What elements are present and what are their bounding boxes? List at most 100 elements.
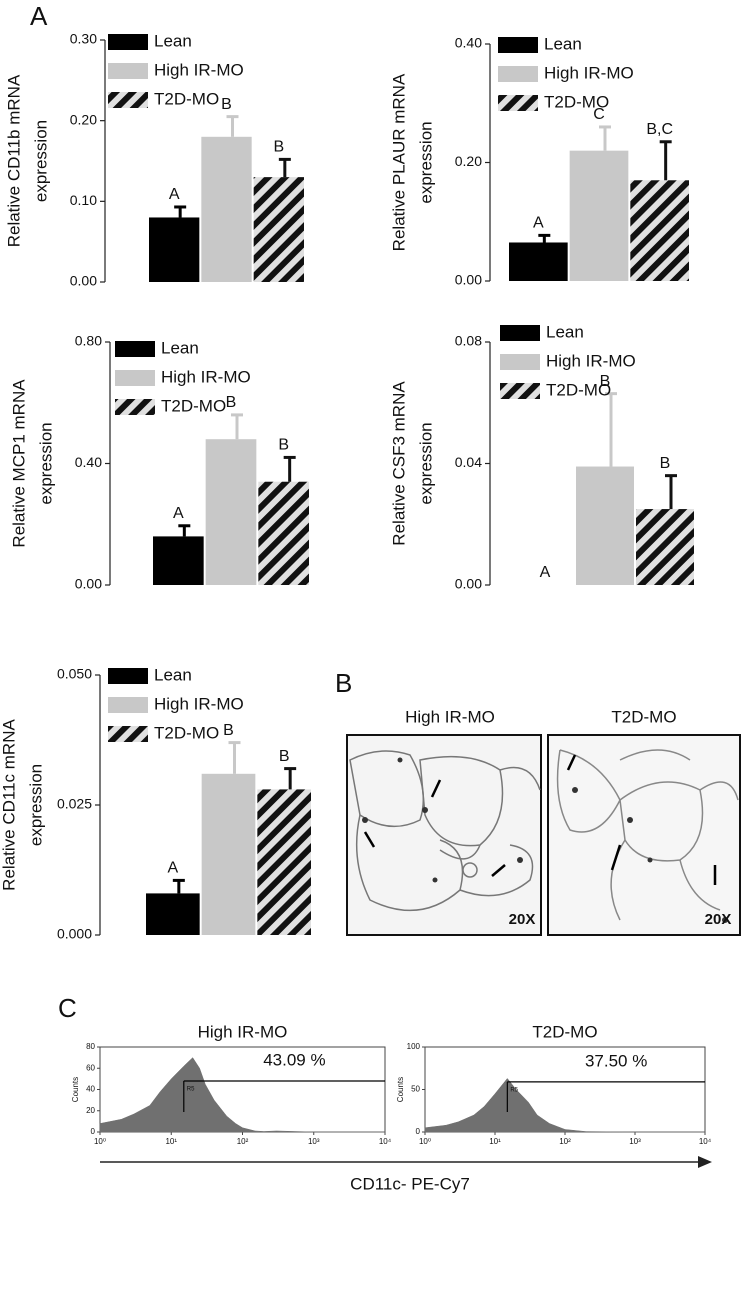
y-axis-label: Relative CSF3 mRNA <box>389 381 408 546</box>
legend-label: T2D-MO <box>154 89 219 108</box>
significance-letter: B <box>600 373 611 390</box>
bar <box>153 536 204 585</box>
significance-letter: B <box>660 455 671 472</box>
y-tick-label: 60 <box>86 1063 95 1072</box>
y-tick-label: 0.20 <box>455 153 482 169</box>
error-bar <box>172 878 185 894</box>
y-tick-label: 0.00 <box>70 273 97 289</box>
gate-name: R5 <box>187 1087 195 1093</box>
bar <box>149 217 200 282</box>
error-bar <box>228 741 241 774</box>
x-tick-label: 10³ <box>308 1137 320 1146</box>
y-tick-label: 40 <box>86 1085 95 1094</box>
legend-swatch <box>500 383 540 399</box>
legend-swatch <box>500 354 540 370</box>
y-tick-label: 0.04 <box>455 454 482 470</box>
x-tick-label: 10¹ <box>489 1137 501 1146</box>
legend-label: Lean <box>161 338 199 357</box>
y-axis-label: Relative CD11c mRNA <box>0 719 18 891</box>
error-bar <box>178 524 191 537</box>
legend-swatch <box>108 726 148 742</box>
magnification: 20X <box>509 911 536 928</box>
histogram-title: T2D-MO <box>532 1022 597 1041</box>
x-tick-label: 10⁰ <box>94 1137 106 1146</box>
bar <box>636 509 694 585</box>
x-tick-label: 10⁴ <box>379 1137 392 1146</box>
gate-name: R5 <box>510 1087 518 1093</box>
micrograph-title: T2D-MO <box>611 707 676 726</box>
legend-swatch <box>115 370 155 386</box>
histogram-area <box>424 1078 705 1133</box>
error-bar <box>284 767 297 790</box>
legend-label: Lean <box>154 31 192 50</box>
panel-label: A <box>30 1 48 31</box>
axis-arrow <box>698 1156 712 1168</box>
legend-swatch <box>108 34 148 50</box>
y-axis-label: expression <box>31 120 50 202</box>
y-tick-label: 0.025 <box>57 796 92 812</box>
bar <box>257 789 311 935</box>
significance-letter: B <box>273 139 284 156</box>
y-tick-label: 0.08 <box>455 333 482 349</box>
legend-label: High IR-MO <box>154 694 244 713</box>
significance-letter: A <box>533 215 544 232</box>
y-tick-label: 100 <box>407 1042 421 1051</box>
y-axis-label: expression <box>36 422 55 504</box>
y-axis-label: expression <box>26 764 45 846</box>
significance-letter: A <box>167 860 178 877</box>
y-tick-label: 0.30 <box>70 31 97 47</box>
y-axis-label: expression <box>416 422 435 504</box>
legend-swatch <box>498 95 538 111</box>
legend-swatch <box>108 63 148 79</box>
bar <box>630 180 689 281</box>
legend-label: High IR-MO <box>161 367 251 386</box>
significance-letter: B <box>223 722 234 739</box>
error-bar <box>278 157 291 178</box>
y-tick-label: 80 <box>86 1042 95 1051</box>
y-axis-label: Counts <box>396 1077 405 1102</box>
error-bar <box>599 125 611 151</box>
bar <box>146 893 200 935</box>
bar <box>205 439 257 585</box>
bar <box>258 481 309 585</box>
x-tick-label: 10² <box>237 1137 249 1146</box>
bar <box>569 150 629 281</box>
error-bar <box>605 392 617 467</box>
x-tick-label: 10¹ <box>165 1137 177 1146</box>
y-tick-label: 0.050 <box>57 666 92 682</box>
y-tick-label: 0.000 <box>57 926 92 942</box>
legend-swatch <box>108 668 148 684</box>
y-axis-label: Relative PLAUR mRNA <box>389 73 408 251</box>
y-tick-label: 20 <box>86 1106 95 1115</box>
legend-label: T2D-MO <box>546 380 611 399</box>
y-tick-label: 0 <box>416 1127 421 1136</box>
significance-letter: A <box>540 564 551 581</box>
legend-label: T2D-MO <box>154 723 219 742</box>
y-axis-label: Relative CD11b mRNA <box>4 74 23 247</box>
histogram-title: High IR-MO <box>198 1022 288 1041</box>
legend-swatch <box>115 341 155 357</box>
legend-swatch <box>108 92 148 108</box>
x-axis-label: CD11c- PE-Cy7 <box>350 1174 470 1193</box>
y-tick-label: 0.40 <box>75 454 102 470</box>
y-tick-label: 0.00 <box>455 576 482 592</box>
gate-percent: 37.50 % <box>585 1051 647 1070</box>
panel-label: C <box>58 993 77 1023</box>
legend-label: Lean <box>544 34 582 53</box>
legend-swatch <box>500 325 540 341</box>
y-axis-label: Relative MCP1 mRNA <box>9 379 28 548</box>
bar <box>201 136 252 282</box>
error-bar <box>665 474 677 510</box>
significance-letter: B <box>278 437 289 454</box>
legend-label: Lean <box>546 322 584 341</box>
bar <box>253 177 304 282</box>
bar <box>509 242 568 281</box>
significance-letter: A <box>173 505 184 522</box>
y-axis-label: expression <box>416 121 435 203</box>
legend-label: High IR-MO <box>546 351 636 370</box>
micrograph: T2D-MO 20X <box>547 707 741 936</box>
legend-label: T2D-MO <box>161 396 226 415</box>
significance-letter: A <box>169 186 180 203</box>
